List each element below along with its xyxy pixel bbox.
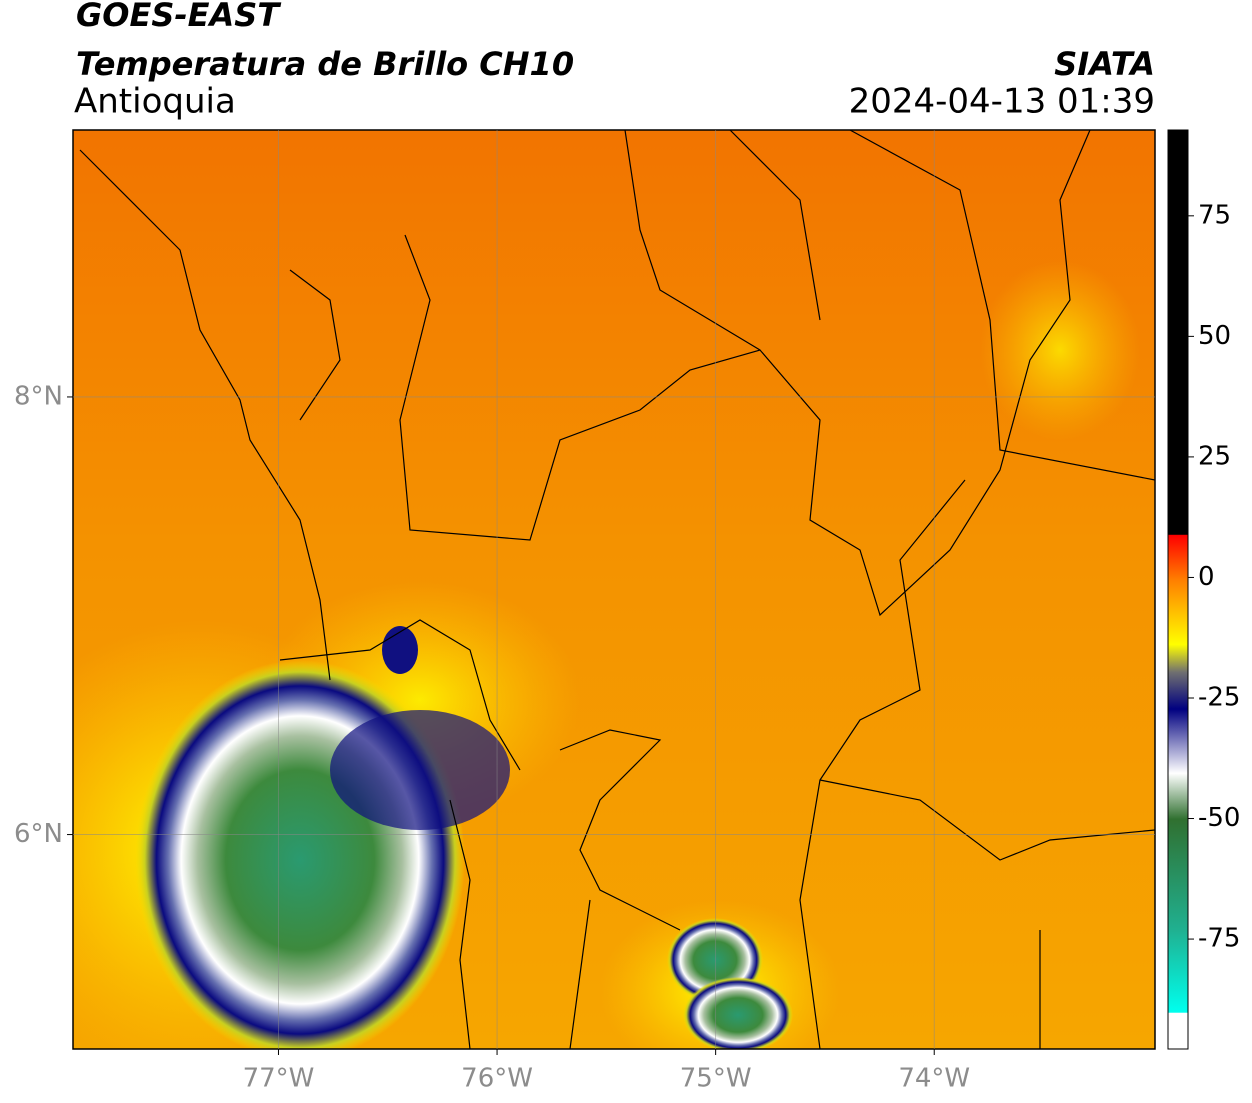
- colorbar-label: -75: [1198, 924, 1240, 954]
- x-tick-label: 77°W: [243, 1064, 315, 1094]
- colorbar-label: 0: [1198, 562, 1215, 592]
- colorbar-label: -50: [1198, 803, 1240, 833]
- x-tick-label: 75°W: [680, 1064, 752, 1094]
- title: Temperatura de Brillo CH10: [76, 45, 574, 83]
- y-tick-label: 6°N: [14, 819, 63, 849]
- axes: 77°W 76°W 75°W 74°W 8°N 6°N 75 50 25 0 -25 -50 -75: [14, 130, 1240, 1094]
- colorbar-label: 25: [1198, 441, 1231, 471]
- datetime: 2024-04-13 01:39: [849, 82, 1155, 122]
- colorbar-label: 75: [1198, 200, 1231, 230]
- source: GOES-EAST: [76, 0, 281, 34]
- y-tick-label: 8°N: [14, 381, 63, 411]
- x-tick-label: 74°W: [898, 1064, 970, 1094]
- x-tick-label: 76°W: [461, 1064, 533, 1094]
- map-image: [73, 130, 1155, 1049]
- map-frame: [72, 129, 1156, 1050]
- colorbar-label: -25: [1198, 682, 1240, 712]
- region: Antioquia: [74, 82, 236, 122]
- agency: SIATA: [1054, 45, 1155, 83]
- colorbar-label: 50: [1198, 321, 1231, 351]
- colorbar: [1167, 129, 1189, 1050]
